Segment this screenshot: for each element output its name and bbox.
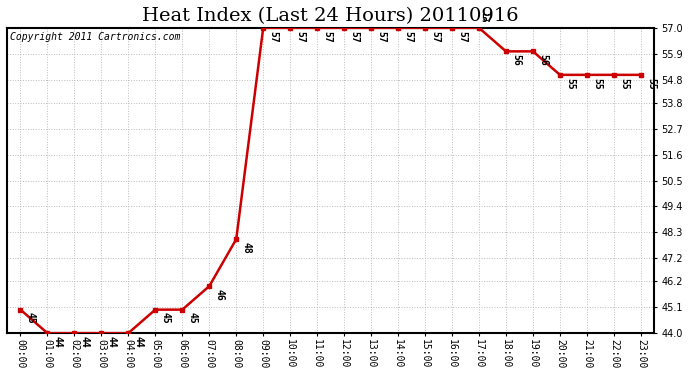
Text: 57: 57 bbox=[404, 31, 413, 42]
Text: 44: 44 bbox=[80, 336, 90, 348]
Text: 55: 55 bbox=[647, 78, 656, 89]
Text: Copyright 2011 Cartronics.com: Copyright 2011 Cartronics.com bbox=[10, 33, 181, 42]
Text: 48: 48 bbox=[241, 242, 252, 254]
Text: 45: 45 bbox=[161, 312, 171, 324]
Text: 55: 55 bbox=[566, 78, 575, 89]
Text: 56: 56 bbox=[511, 54, 522, 66]
Text: 45: 45 bbox=[188, 312, 198, 324]
Text: 55: 55 bbox=[620, 78, 629, 89]
Title: Heat Index (Last 24 Hours) 20110916: Heat Index (Last 24 Hours) 20110916 bbox=[142, 7, 519, 25]
Text: 56: 56 bbox=[538, 54, 549, 66]
Text: 57: 57 bbox=[323, 31, 333, 42]
Text: 57: 57 bbox=[377, 31, 386, 42]
Text: 57: 57 bbox=[482, 14, 493, 24]
Text: 57: 57 bbox=[269, 31, 279, 42]
Text: 57: 57 bbox=[431, 31, 441, 42]
Text: 44: 44 bbox=[53, 336, 63, 348]
Text: 44: 44 bbox=[134, 336, 144, 348]
Text: 45: 45 bbox=[26, 312, 36, 324]
Text: 57: 57 bbox=[296, 31, 306, 42]
Text: 46: 46 bbox=[215, 289, 225, 301]
Text: 44: 44 bbox=[107, 336, 117, 348]
Text: 57: 57 bbox=[457, 31, 468, 42]
Text: 57: 57 bbox=[350, 31, 359, 42]
Text: 55: 55 bbox=[593, 78, 602, 89]
